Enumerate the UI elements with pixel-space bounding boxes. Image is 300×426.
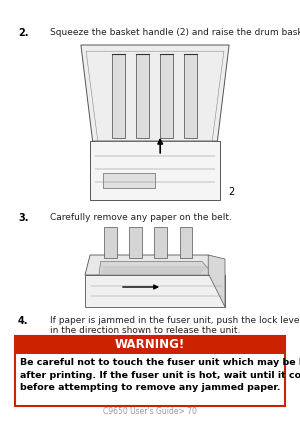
Bar bbox=[103, 173, 155, 188]
Text: 2.: 2. bbox=[18, 28, 28, 38]
Bar bbox=[104, 227, 116, 258]
Bar bbox=[136, 54, 149, 138]
Bar bbox=[160, 54, 173, 138]
Text: Squeeze the basket handle (2) and raise the drum basket.: Squeeze the basket handle (2) and raise … bbox=[50, 28, 300, 37]
Bar bbox=[154, 227, 167, 258]
Bar bbox=[15, 336, 285, 406]
Bar bbox=[179, 227, 192, 258]
Bar bbox=[15, 336, 285, 354]
Text: Carefully remove any paper on the belt.: Carefully remove any paper on the belt. bbox=[50, 213, 232, 222]
Polygon shape bbox=[81, 45, 229, 141]
Polygon shape bbox=[208, 255, 225, 307]
Text: If paper is jammed in the fuser unit, push the lock lever (3): If paper is jammed in the fuser unit, pu… bbox=[50, 316, 300, 325]
Bar bbox=[15, 354, 285, 406]
Polygon shape bbox=[85, 275, 225, 307]
Bar bbox=[184, 54, 197, 138]
Text: C9650 User's Guide> 70: C9650 User's Guide> 70 bbox=[103, 407, 197, 416]
Polygon shape bbox=[99, 262, 214, 275]
Polygon shape bbox=[85, 255, 225, 275]
Bar bbox=[129, 227, 142, 258]
Text: in the direction shown to release the unit.: in the direction shown to release the un… bbox=[50, 326, 240, 335]
Text: 2: 2 bbox=[228, 187, 234, 197]
Text: Be careful not to touch the fuser unit which may be hot
after printing. If the f: Be careful not to touch the fuser unit w… bbox=[20, 358, 300, 392]
Text: 3.: 3. bbox=[18, 213, 28, 223]
Text: WARNING!: WARNING! bbox=[115, 339, 185, 351]
Text: 4.: 4. bbox=[18, 316, 28, 326]
Bar bbox=[90, 141, 220, 200]
Bar bbox=[112, 54, 125, 138]
